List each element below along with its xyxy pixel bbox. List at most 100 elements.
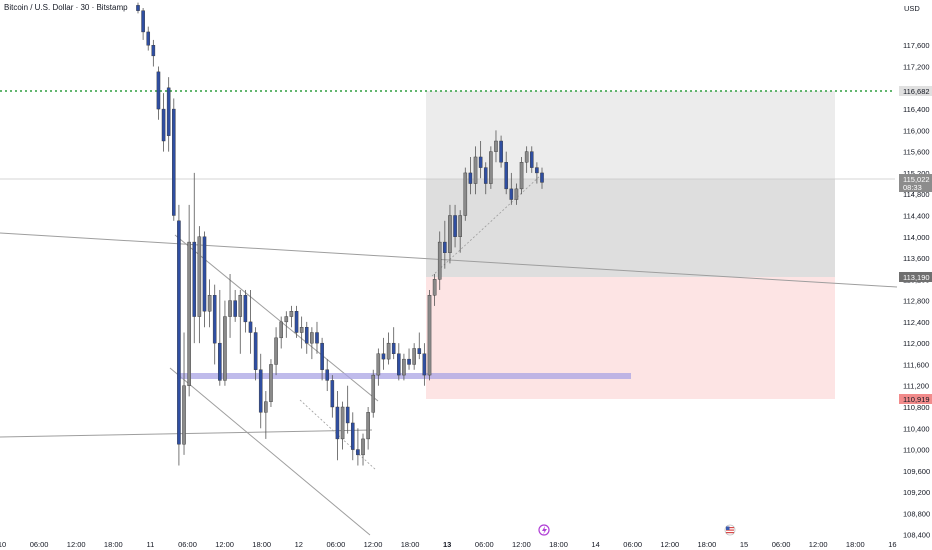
candle-body[interactable] xyxy=(146,31,151,46)
candle-body[interactable] xyxy=(279,321,283,339)
candle-body[interactable] xyxy=(182,385,186,445)
candle-body[interactable] xyxy=(448,215,452,253)
stop-zone[interactable] xyxy=(426,277,835,399)
us-flag-icon[interactable] xyxy=(724,524,736,536)
candle-body[interactable] xyxy=(156,71,161,110)
candle-body[interactable] xyxy=(136,5,140,11)
candle-body[interactable] xyxy=(151,45,156,57)
candle-body[interactable] xyxy=(397,353,401,376)
target-zone[interactable] xyxy=(426,91,835,179)
candle-body[interactable] xyxy=(166,87,171,136)
candle-body[interactable] xyxy=(218,342,222,381)
candle-body[interactable] xyxy=(238,295,243,317)
candle-body[interactable] xyxy=(294,311,299,333)
candle-body[interactable] xyxy=(427,295,432,376)
candle-body[interactable] xyxy=(468,172,473,184)
candle-body[interactable] xyxy=(350,422,355,450)
candle-body[interactable] xyxy=(304,327,309,344)
candle-body[interactable] xyxy=(463,172,468,216)
time-tick-label: 18:00 xyxy=(104,540,123,549)
candle-body[interactable] xyxy=(233,300,237,317)
price-tick-label: 112,000 xyxy=(903,339,930,348)
profit-zone[interactable] xyxy=(426,179,835,277)
candle-body[interactable] xyxy=(284,316,289,323)
candle-body[interactable] xyxy=(509,188,514,200)
candle-body[interactable] xyxy=(540,172,544,183)
candle-body[interactable] xyxy=(335,406,340,440)
time-tick-label: 18:00 xyxy=(846,540,865,549)
candle-body[interactable] xyxy=(391,342,396,355)
candle-body[interactable] xyxy=(320,342,324,370)
candle-body[interactable] xyxy=(499,140,503,163)
candle-body[interactable] xyxy=(207,295,212,312)
candle-body[interactable] xyxy=(172,108,176,216)
candle-body[interactable] xyxy=(381,353,386,360)
candle-body[interactable] xyxy=(412,348,416,365)
candle-body[interactable] xyxy=(514,188,519,200)
time-tick-label: 11 xyxy=(147,540,155,549)
lightning-event-icon[interactable] xyxy=(538,524,550,536)
candle-body[interactable] xyxy=(402,358,406,376)
candle-body[interactable] xyxy=(443,241,447,253)
candle-body[interactable] xyxy=(310,332,314,344)
candle-body[interactable] xyxy=(299,327,304,333)
candle-body[interactable] xyxy=(248,321,253,333)
entry-price-tag: 113,190 xyxy=(899,272,932,282)
candle-body[interactable] xyxy=(524,151,529,163)
candle-body[interactable] xyxy=(197,236,202,317)
candle-body[interactable] xyxy=(361,438,365,456)
candle-body[interactable] xyxy=(376,353,381,376)
candle-body[interactable] xyxy=(489,151,493,184)
candle-body[interactable] xyxy=(356,449,360,456)
channel-lower-line[interactable] xyxy=(169,367,371,536)
time-axis[interactable]: 10 06:00 12:00 18:00 11 06:00 12:00 18:00 12 06:0… xyxy=(0,540,897,549)
candle-body[interactable] xyxy=(202,236,207,312)
candle-body[interactable] xyxy=(535,167,539,174)
candle-body[interactable] xyxy=(161,108,166,142)
candle-body[interactable] xyxy=(437,241,442,280)
candle-body[interactable] xyxy=(258,369,263,413)
candle-body[interactable] xyxy=(315,332,319,344)
candle-body[interactable] xyxy=(243,295,248,323)
candle-body[interactable] xyxy=(473,156,478,184)
candle-body[interactable] xyxy=(264,401,268,413)
candle-body[interactable] xyxy=(289,311,294,317)
candle-body[interactable] xyxy=(453,215,457,237)
long-trendline[interactable] xyxy=(0,232,898,288)
candle-body[interactable] xyxy=(529,151,534,168)
candle-body[interactable] xyxy=(417,348,422,355)
candle-body[interactable] xyxy=(269,364,273,402)
horizontal-support-line[interactable] xyxy=(0,429,373,438)
candle-body[interactable] xyxy=(192,241,197,317)
candle-body[interactable] xyxy=(345,406,350,424)
price-tick-label: 112,800 xyxy=(903,297,930,306)
candle-body[interactable] xyxy=(187,241,191,386)
candle-body[interactable] xyxy=(141,10,145,33)
candle-body[interactable] xyxy=(177,220,181,445)
candle-body[interactable] xyxy=(371,374,376,413)
candle-body[interactable] xyxy=(253,332,258,370)
candle-body[interactable] xyxy=(223,316,227,381)
candle-body[interactable] xyxy=(519,162,524,190)
candle-body[interactable] xyxy=(366,412,370,440)
candle-body[interactable] xyxy=(432,279,437,296)
price-tick-label: 110,800 xyxy=(903,403,930,412)
candle-body[interactable] xyxy=(274,337,278,365)
candle-body[interactable] xyxy=(330,380,335,408)
candle-body[interactable] xyxy=(386,342,391,360)
candle-body[interactable] xyxy=(494,140,498,152)
candle-body[interactable] xyxy=(228,300,232,317)
time-tick-label: 12:00 xyxy=(215,540,234,549)
candle-body[interactable] xyxy=(504,162,508,190)
candle-body[interactable] xyxy=(212,295,217,344)
candle-series[interactable] xyxy=(136,2,544,466)
candle-body[interactable] xyxy=(483,167,488,184)
candle-body[interactable] xyxy=(340,406,345,440)
price-axis[interactable]: 117,600117,200116,800116,400116,000115,6… xyxy=(903,41,930,539)
candle-body[interactable] xyxy=(407,358,411,365)
candle-body[interactable] xyxy=(478,156,483,168)
candle-body[interactable] xyxy=(325,369,330,381)
candle-body[interactable] xyxy=(458,215,462,237)
candle-body[interactable] xyxy=(422,353,427,376)
